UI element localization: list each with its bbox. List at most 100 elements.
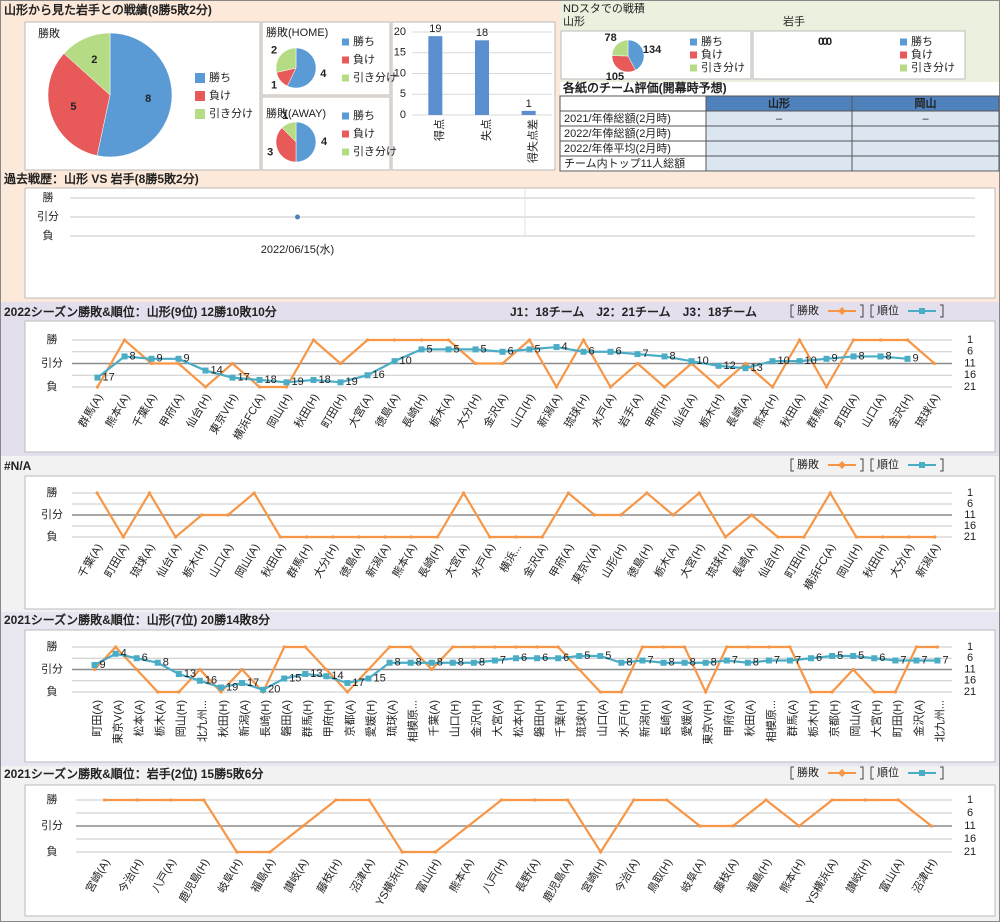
rank-marker [702, 659, 709, 666]
data-label: 4 [320, 68, 327, 80]
rank-marker [769, 358, 776, 365]
result-marker [598, 690, 602, 694]
table-header: 岡山 [915, 96, 937, 110]
data-label: 8 [711, 657, 717, 669]
x-tick-label: 大宮(A) [490, 700, 504, 737]
result-marker [907, 535, 911, 539]
result-marker [809, 690, 813, 694]
y2-tick-label: 1 [967, 641, 973, 653]
rank-marker [904, 355, 911, 362]
result-marker [435, 535, 440, 539]
rank-marker [407, 659, 414, 666]
data-label: 14 [331, 670, 343, 682]
result-marker [662, 385, 667, 389]
result-marker [400, 850, 404, 854]
legend-marker [838, 307, 846, 315]
result-marker [731, 824, 735, 828]
result-marker [914, 645, 918, 649]
result-marker [282, 645, 286, 649]
result-marker [746, 645, 750, 649]
rank-marker [576, 653, 583, 659]
legend-label: 順位 [877, 457, 899, 471]
table-cell [851, 125, 1000, 142]
chart-title: 2021シーズン勝敗&順位：岩手(2位) 15勝5敗6分 [4, 766, 263, 781]
data-label: 19 [226, 681, 238, 693]
data-label: 6 [563, 652, 569, 664]
pie-slice [96, 32, 173, 158]
legend-bracket [870, 458, 874, 472]
y-tick-label: 20 [394, 26, 406, 38]
rank-marker [618, 659, 625, 666]
panel [24, 629, 996, 763]
result-marker [102, 798, 107, 802]
legend-label: 勝ち [209, 70, 231, 84]
result-marker [365, 338, 370, 342]
rank-marker [786, 657, 793, 664]
result-marker [488, 535, 492, 539]
x-tick-label: 琉球(H) [574, 700, 588, 737]
result-marker [527, 338, 532, 342]
rank-marker [229, 374, 236, 381]
result-marker [472, 645, 476, 649]
result-marker [473, 361, 478, 366]
x-tick-label: 新潟(A) [237, 700, 251, 737]
rank-marker [283, 379, 290, 386]
pie-slice [295, 121, 317, 163]
legend-marker [919, 770, 925, 776]
result-marker [95, 385, 100, 389]
bar [475, 40, 489, 115]
legend-label: 引き分け [701, 60, 745, 74]
data-label: 7 [774, 654, 780, 666]
data-label: 6 [589, 346, 595, 358]
legend-label: 勝ち [353, 108, 375, 122]
legend-swatch [342, 130, 349, 138]
result-marker [334, 798, 338, 802]
rank-marker [91, 662, 98, 668]
legend-swatch [900, 51, 907, 59]
result-marker [367, 798, 371, 802]
rank-marker [742, 365, 749, 372]
x-tick-label: 大宮(H) [869, 700, 883, 737]
legend-marker [838, 769, 846, 777]
result-marker [284, 385, 289, 389]
x-tick-label: 群馬(A) [785, 700, 799, 737]
y2-tick-label: 6 [967, 807, 973, 819]
x-tick-label: 山口(A) [596, 700, 609, 737]
rank-marker [597, 653, 604, 659]
pie-slice [63, 32, 111, 96]
result-marker [200, 513, 204, 517]
y2-tick-label: 11 [964, 820, 975, 832]
legend-label: 順位 [877, 765, 899, 779]
result-marker [797, 824, 801, 828]
x-tick-label: 琉球(A) [384, 700, 398, 737]
result-marker [430, 667, 434, 672]
series-line [104, 798, 933, 855]
rank-marker [688, 358, 695, 365]
data-label: 18 [265, 374, 277, 386]
panel [24, 475, 996, 610]
data-label: 13 [184, 668, 196, 680]
result-marker [219, 690, 223, 694]
result-marker [682, 645, 687, 649]
result-marker [851, 667, 855, 672]
data-label: 7 [647, 654, 653, 666]
data-label: 0 [822, 36, 828, 48]
rank-marker [337, 379, 344, 386]
x-tick-label: 得点 [433, 119, 446, 141]
point [295, 214, 300, 220]
y-tick-label: 10 [394, 67, 406, 79]
chart-note: J1：18チーム J2：21チーム J3：18チーム [510, 305, 757, 319]
x-tick-label: 失点 [480, 119, 493, 141]
rank-marker [823, 355, 830, 362]
result-marker [202, 798, 206, 802]
data-label: 12 [724, 360, 736, 372]
legend-label: 勝敗 [797, 457, 819, 471]
x-tick-label: 千葉(A) [427, 700, 441, 737]
rank-marker [175, 671, 182, 677]
rank-marker [418, 346, 425, 353]
result-marker [716, 385, 721, 389]
data-label: 5 [584, 650, 590, 662]
result-marker [933, 535, 937, 539]
result-marker [671, 513, 675, 517]
table-cell [705, 155, 853, 172]
